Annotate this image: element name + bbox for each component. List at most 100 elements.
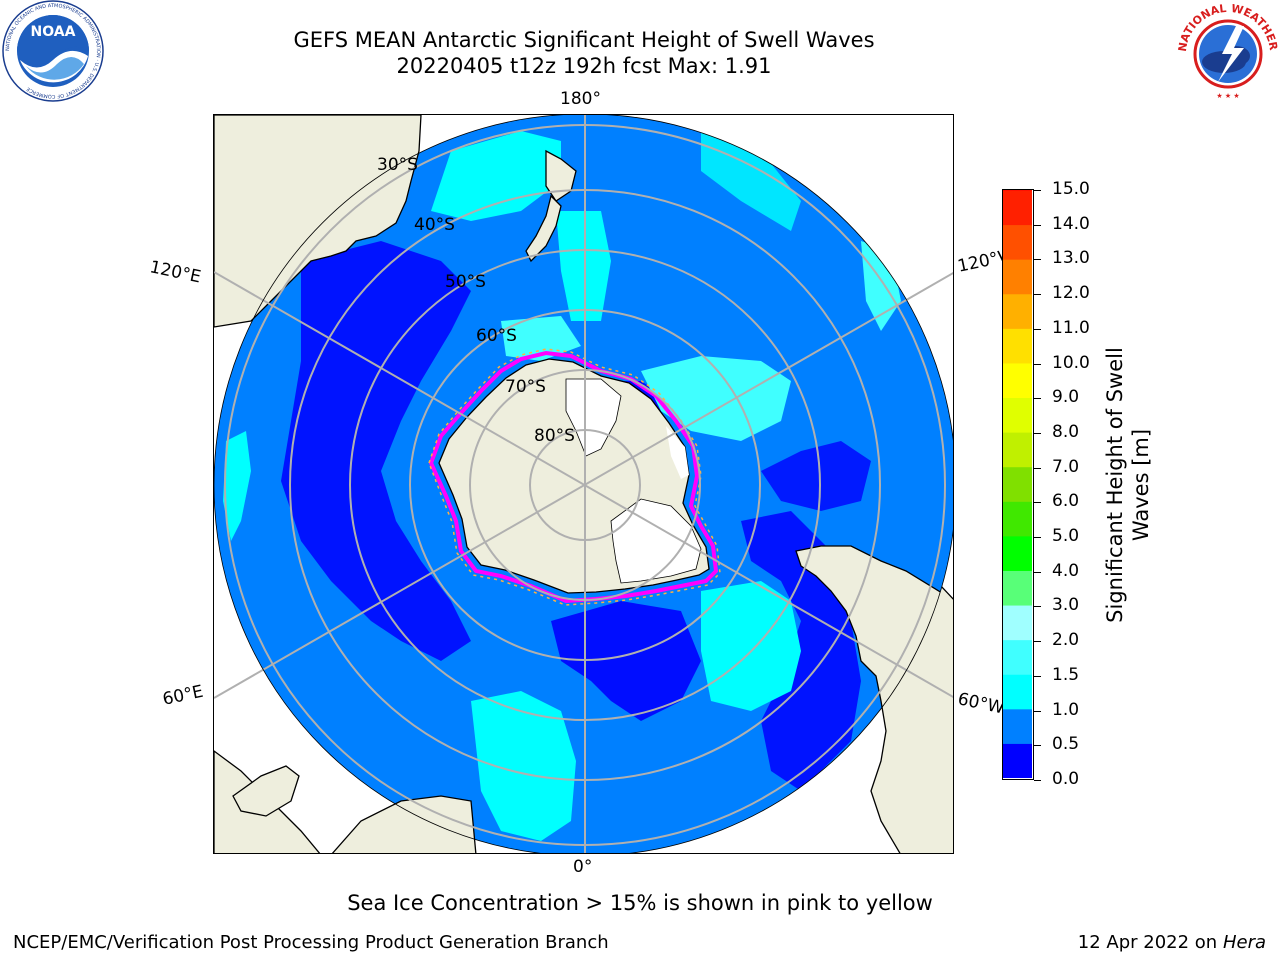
colorbar-tick-label: 7.0 — [1052, 456, 1080, 477]
colorbar-tick-label: 13.0 — [1052, 248, 1090, 269]
mid-swell-region-nz — [556, 211, 611, 321]
colorbar-swatch — [1003, 708, 1032, 744]
colorbar-tick — [1034, 363, 1041, 365]
colorbar-tick — [1034, 745, 1041, 747]
colorbar-swatches — [1003, 155, 1032, 779]
colorbar-tick — [1034, 190, 1041, 191]
antarctic-ice-edge-outer — [428, 348, 721, 606]
colorbar-swatch — [1003, 328, 1032, 364]
colorbar-tick — [1034, 710, 1041, 712]
colorbar-tick-label: 2.0 — [1052, 630, 1080, 651]
map-canvas: 30°S 40°S 50°S 60°S 70°S 80°S — [214, 115, 953, 853]
colorbar-tick — [1034, 432, 1041, 434]
colorbar-swatch — [1003, 501, 1032, 537]
lon-label-0: 0° — [573, 857, 593, 877]
colorbar-tick-label: 6.0 — [1052, 491, 1080, 512]
lat-label-60s: 60°S — [476, 326, 517, 346]
chart-title: GEFS MEAN Antarctic Significant Height o… — [293, 28, 875, 52]
low-swell-region-north — [761, 441, 871, 511]
colorbar-tick-label: 9.0 — [1052, 387, 1080, 408]
land-madagascar — [232, 765, 300, 817]
lat-label-70s: 70°S — [505, 377, 546, 397]
colorbar-swatch — [1003, 674, 1032, 710]
graticule — [214, 115, 953, 853]
ice-shelf-weddell — [610, 498, 702, 584]
colorbar-tick-label: 0.0 — [1052, 769, 1080, 789]
mid-swell-region-west-coast — [223, 431, 251, 541]
land-new-zealand-south — [525, 194, 562, 263]
ice-shelf-ross — [565, 378, 622, 457]
colorbar-tick — [1034, 641, 1041, 643]
svg-text:★ ★ ★: ★ ★ ★ — [1216, 92, 1239, 100]
colorbar-tick — [1034, 259, 1041, 261]
meridian-60e-120w — [214, 271, 953, 699]
noaa-logo-icon: NOAA NATIONAL OCEANIC AND ATMOSPHERIC AD… — [2, 0, 104, 102]
footer-host: Hera — [1222, 932, 1266, 953]
mid-swell-region-pacific — [641, 356, 791, 441]
low-swell-region-west — [281, 241, 471, 661]
colorbar-tick — [1034, 328, 1041, 330]
colorbar-tick — [1034, 294, 1041, 296]
footer-date: 12 Apr 2022 on Hera — [1078, 932, 1266, 953]
colorbar-tick-label: 12.0 — [1052, 283, 1090, 304]
colorbar-swatch — [1003, 397, 1032, 433]
colorbar-swatch — [1003, 743, 1032, 779]
colorbar-swatch — [1003, 570, 1032, 606]
colorbar-tick — [1034, 502, 1041, 504]
colorbar-swatch — [1003, 224, 1032, 260]
colorbar-tick — [1034, 224, 1041, 226]
colorbar-swatch — [1003, 259, 1032, 295]
colorbar-swatch — [1003, 362, 1032, 399]
colorbar-swatch — [1003, 432, 1032, 468]
colorbar-tick-label: 0.5 — [1052, 734, 1080, 755]
colorbar-tick — [1034, 675, 1041, 677]
lat-label-40s: 40°S — [414, 215, 455, 235]
lat-label-30s: 30°S — [377, 155, 418, 175]
footer-credit: NCEP/EMC/Verification Post Processing Pr… — [13, 932, 609, 953]
colorbar-tick-label: 11.0 — [1052, 317, 1090, 338]
noaa-logo-text: NOAA — [31, 24, 76, 40]
colorbar-tick-label: 1.0 — [1052, 699, 1080, 720]
colorbar-tick-label: 4.0 — [1052, 560, 1080, 581]
colorbar-swatch — [1003, 190, 1032, 226]
mid-swell-region-indian — [471, 691, 576, 841]
chart-subtitle: 20220405 t12z 192h fcst Max: 1.91 — [396, 54, 772, 78]
colorbar-swatch — [1003, 155, 1032, 191]
colorbar-title: Significant Height of Swell Waves [m] — [1102, 275, 1154, 695]
colorbar-tick — [1034, 537, 1041, 539]
colorbar-tick-label: 15.0 — [1052, 179, 1090, 199]
lon-label-120e: 120°E — [147, 257, 203, 288]
colorbar-tick — [1034, 398, 1041, 400]
colorbar-tick — [1034, 571, 1041, 573]
colorbar — [1002, 155, 1034, 780]
colorbar-title-line2: Waves [m] — [1129, 428, 1153, 542]
colorbar-title-line1: Significant Height of Swell — [1103, 347, 1127, 623]
colorbar-tick-label: 1.5 — [1052, 664, 1080, 685]
ice-shelf-east — [666, 426, 689, 479]
lon-label-60w: 60°W — [955, 689, 1007, 719]
colorbar-swatch — [1003, 639, 1032, 675]
colorbar-tick — [1034, 780, 1041, 781]
sea-ice-note: Sea Ice Concentration > 15% is shown in … — [347, 891, 933, 915]
footer-date-text: 12 Apr 2022 on — [1077, 932, 1223, 953]
colorbar-swatch — [1003, 605, 1032, 641]
mid-swell-region-ross — [501, 316, 581, 361]
mid-swell-region-far-east — [701, 131, 801, 231]
lat-label-80s: 80°S — [534, 426, 575, 446]
colorbar-tick-label: 10.0 — [1052, 352, 1090, 373]
colorbar-tick-label: 8.0 — [1052, 421, 1080, 442]
mid-swell-region-tasman — [431, 131, 561, 221]
national-weather-service-logo-icon: NATIONAL WEATHER SERVICE ★ ★ ★ — [1174, 0, 1280, 104]
colorbar-swatch — [1003, 293, 1032, 329]
colorbar-tick-label: 5.0 — [1052, 526, 1080, 547]
lat-label-50s: 50°S — [445, 272, 486, 292]
low-swell-region-south — [551, 601, 701, 721]
lon-label-180: 180° — [560, 89, 601, 109]
mid-swell-region-atlantic — [701, 581, 801, 711]
colorbar-tick — [1034, 606, 1041, 608]
map-frame: 30°S 40°S 50°S 60°S 70°S 80°S — [213, 114, 954, 854]
colorbar-tick — [1034, 467, 1041, 469]
antarctic-ice-edge — [428, 350, 719, 604]
lon-label-60e: 60°E — [160, 681, 206, 710]
colorbar-swatch — [1003, 466, 1032, 502]
